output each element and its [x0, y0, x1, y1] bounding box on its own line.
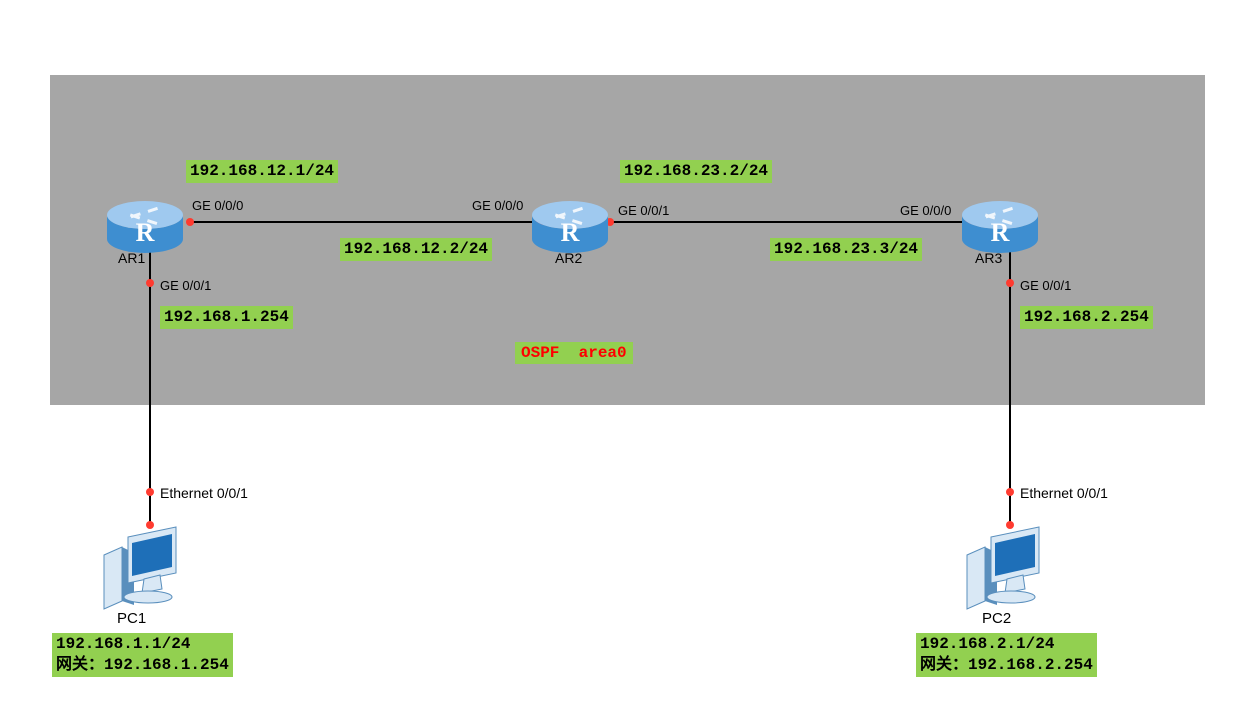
endpoint-dot: [186, 218, 194, 226]
ip-ar1-ge000: 192.168.12.1/24: [186, 160, 338, 183]
iface-ar1-ge000: GE 0/0/0: [192, 198, 243, 213]
endpoint-dot: [146, 488, 154, 496]
endpoint-dot: [146, 279, 154, 287]
svg-text:R: R: [136, 218, 155, 247]
diagram-canvas: R R R OSPF area0 GE 0/0/0 GE 0/0/1 GE 0/0/0 G…: [0, 0, 1237, 723]
lbl-pc1: PC1: [117, 610, 146, 627]
svg-text:R: R: [561, 218, 580, 247]
lbl-ar3: AR3: [975, 250, 1002, 266]
router-icon-AR3: R: [962, 201, 1038, 253]
ip-pc2: 192.168.2.1/24网关：192.168.2.254: [916, 633, 1097, 677]
ospf-area-label: OSPF area0: [515, 342, 633, 364]
pc-icon-PC2: [967, 527, 1039, 609]
iface-ar2-ge001: GE 0/0/1: [618, 203, 669, 218]
pc-icon-PC1: [104, 527, 176, 609]
ip-ar2-ge001: 192.168.23.2/24: [620, 160, 772, 183]
ip-pc1: 192.168.1.1/24网关：192.168.1.254: [52, 633, 233, 677]
endpoint-dot: [1006, 521, 1014, 529]
endpoint-dot: [1006, 279, 1014, 287]
iface-ar3-ge001: GE 0/0/1: [1020, 278, 1071, 293]
iface-ar1-ge001: GE 0/0/1: [160, 278, 211, 293]
endpoint-dot: [1006, 488, 1014, 496]
ip-ar2-ge000: 192.168.12.2/24: [340, 238, 492, 261]
endpoint-dot: [146, 521, 154, 529]
lbl-pc2: PC2: [982, 610, 1011, 627]
iface-pc1-eth001: Ethernet 0/0/1: [160, 485, 248, 501]
router-icon-AR1: R: [107, 201, 183, 253]
iface-ar3-ge000: GE 0/0/0: [900, 203, 951, 218]
iface-ar2-ge000: GE 0/0/0: [472, 198, 523, 213]
lbl-ar2: AR2: [555, 250, 582, 266]
ip-ar1-ge001: 192.168.1.254: [160, 306, 293, 329]
iface-pc2-eth001: Ethernet 0/0/1: [1020, 485, 1108, 501]
router-icon-AR2: R: [532, 201, 608, 253]
ip-ar3-ge001: 192.168.2.254: [1020, 306, 1153, 329]
lbl-ar1: AR1: [118, 250, 145, 266]
svg-text:R: R: [991, 218, 1010, 247]
ip-ar3-ge000: 192.168.23.3/24: [770, 238, 922, 261]
